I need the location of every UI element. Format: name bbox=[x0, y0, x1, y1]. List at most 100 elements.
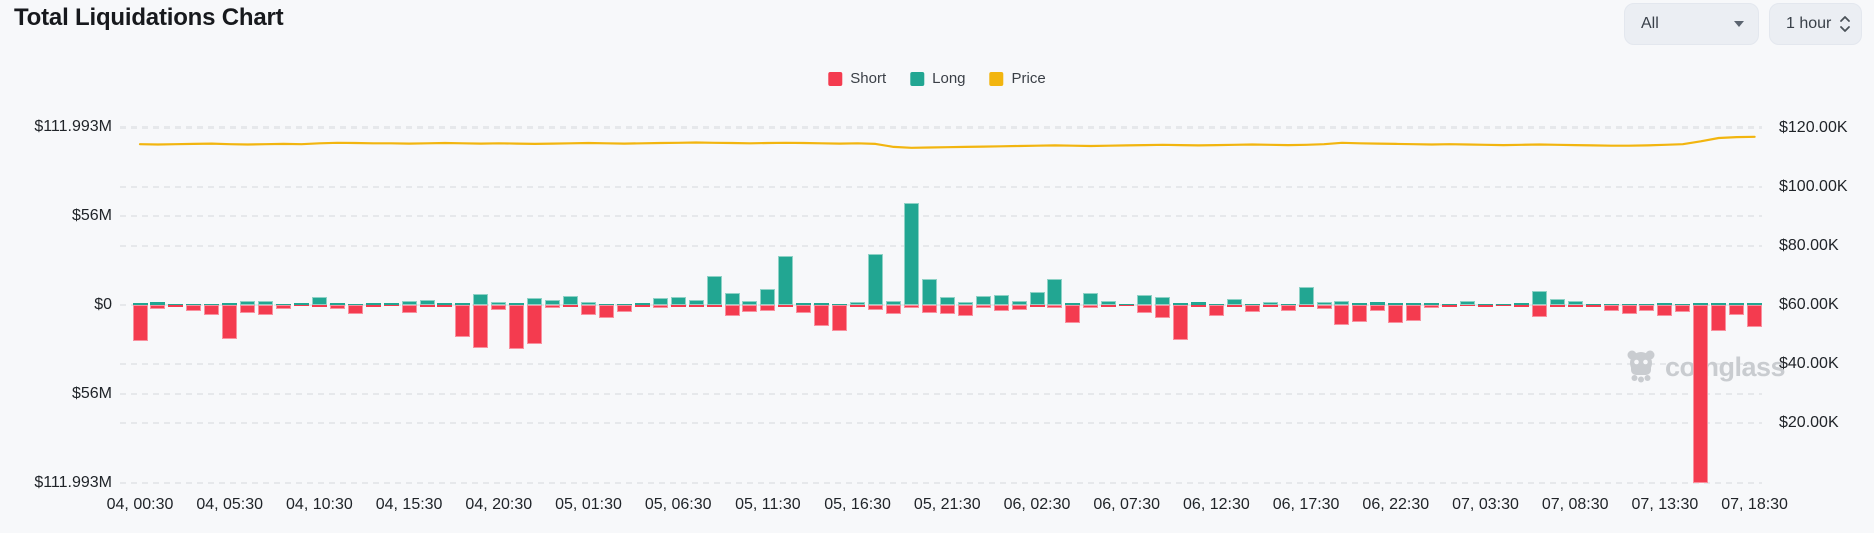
bar-long[interactable] bbox=[1173, 303, 1189, 305]
bar-short[interactable] bbox=[742, 305, 758, 313]
bar-long[interactable] bbox=[1065, 303, 1081, 305]
bar-short[interactable] bbox=[509, 305, 525, 350]
bar-short[interactable] bbox=[760, 305, 776, 311]
bar-long[interactable] bbox=[473, 293, 489, 305]
bar-short[interactable] bbox=[1388, 305, 1404, 323]
bar-short[interactable] bbox=[311, 305, 327, 307]
bar-long[interactable] bbox=[527, 297, 543, 305]
bar-long[interactable] bbox=[150, 302, 166, 305]
bar-long[interactable] bbox=[1226, 299, 1242, 305]
bar-long[interactable] bbox=[1747, 302, 1763, 305]
bar-long[interactable] bbox=[1029, 291, 1045, 305]
bar-short[interactable] bbox=[437, 305, 453, 307]
bar-long[interactable] bbox=[939, 296, 955, 305]
bar-short[interactable] bbox=[1137, 305, 1153, 314]
bar-short[interactable] bbox=[1065, 305, 1081, 323]
bar-long[interactable] bbox=[132, 302, 148, 305]
bar-short[interactable] bbox=[1370, 305, 1386, 311]
bar-short[interactable] bbox=[1531, 305, 1547, 318]
bar-long[interactable] bbox=[419, 300, 435, 305]
bar-long[interactable] bbox=[724, 292, 740, 305]
bar-short[interactable] bbox=[1675, 305, 1691, 313]
bar-long[interactable] bbox=[491, 301, 507, 305]
bar-long[interactable] bbox=[760, 288, 776, 305]
bar-short[interactable] bbox=[581, 305, 596, 315]
bar-short[interactable] bbox=[1478, 305, 1493, 307]
bar-short[interactable] bbox=[1101, 305, 1117, 307]
bar-short[interactable] bbox=[222, 305, 238, 339]
bar-long[interactable] bbox=[814, 302, 830, 305]
bar-short[interactable] bbox=[778, 305, 794, 308]
bar-long[interactable] bbox=[1531, 291, 1547, 305]
bar-short[interactable] bbox=[1298, 305, 1314, 307]
bar-long[interactable] bbox=[1567, 300, 1583, 305]
bar-long[interactable] bbox=[868, 254, 884, 305]
bar-short[interactable] bbox=[616, 305, 632, 313]
bar-long[interactable] bbox=[706, 275, 722, 305]
bar-short[interactable] bbox=[168, 305, 184, 307]
bar-short[interactable] bbox=[1567, 305, 1583, 307]
bar-long[interactable] bbox=[545, 300, 561, 305]
bar-short[interactable] bbox=[688, 305, 704, 307]
bar-long[interactable] bbox=[1460, 301, 1476, 305]
bar-long[interactable] bbox=[1208, 304, 1224, 305]
bar-long[interactable] bbox=[1478, 304, 1493, 305]
bar-short[interactable] bbox=[1262, 305, 1278, 307]
bar-short[interactable] bbox=[1047, 305, 1063, 309]
bar-long[interactable] bbox=[276, 303, 292, 305]
bar-short[interactable] bbox=[1729, 305, 1745, 315]
bar-long[interactable] bbox=[563, 295, 579, 305]
bar-short[interactable] bbox=[796, 305, 812, 314]
bar-short[interactable] bbox=[1352, 305, 1368, 322]
bar-short[interactable] bbox=[1173, 305, 1189, 340]
bar-long[interactable] bbox=[1352, 303, 1368, 305]
bar-short[interactable] bbox=[1316, 305, 1332, 310]
bar-long[interactable] bbox=[1262, 301, 1278, 305]
bar-short[interactable] bbox=[1119, 305, 1135, 307]
bar-short[interactable] bbox=[1693, 305, 1709, 483]
bar-long[interactable] bbox=[778, 255, 794, 305]
bar-short[interactable] bbox=[1513, 305, 1529, 308]
bar-long[interactable] bbox=[365, 302, 381, 305]
bar-short[interactable] bbox=[1155, 305, 1171, 318]
bar-short[interactable] bbox=[473, 305, 489, 348]
bar-long[interactable] bbox=[634, 303, 650, 305]
interval-selector[interactable]: 1 hour bbox=[1769, 3, 1862, 45]
bar-long[interactable] bbox=[1424, 302, 1440, 305]
bar-long[interactable] bbox=[1585, 304, 1601, 305]
bar-short[interactable] bbox=[993, 305, 1009, 311]
bar-short[interactable] bbox=[1585, 305, 1601, 308]
bar-short[interactable] bbox=[347, 305, 363, 315]
bar-long[interactable] bbox=[509, 303, 525, 305]
bar-long[interactable] bbox=[347, 303, 363, 305]
bar-long[interactable] bbox=[1244, 303, 1260, 305]
bar-long[interactable] bbox=[186, 304, 202, 305]
bar-short[interactable] bbox=[832, 305, 848, 332]
bar-short[interactable] bbox=[598, 305, 614, 318]
bar-short[interactable] bbox=[957, 305, 973, 316]
bar-short[interactable] bbox=[903, 305, 919, 309]
bar-long[interactable] bbox=[1370, 302, 1386, 305]
bar-long[interactable] bbox=[832, 303, 848, 305]
bar-short[interactable] bbox=[670, 305, 686, 308]
bar-long[interactable] bbox=[616, 304, 632, 305]
bar-long[interactable] bbox=[1119, 303, 1135, 305]
bar-short[interactable] bbox=[634, 305, 650, 307]
bar-long[interactable] bbox=[957, 301, 973, 305]
bar-short[interactable] bbox=[455, 305, 471, 337]
bar-long[interactable] bbox=[401, 301, 417, 305]
bar-short[interactable] bbox=[1621, 305, 1637, 315]
bar-short[interactable] bbox=[921, 305, 937, 314]
bar-short[interactable] bbox=[814, 305, 830, 326]
bar-short[interactable] bbox=[652, 305, 668, 309]
bar-short[interactable] bbox=[885, 305, 901, 315]
bar-short[interactable] bbox=[383, 305, 399, 307]
bar-short[interactable] bbox=[1495, 305, 1511, 307]
bar-long[interactable] bbox=[329, 302, 345, 305]
bar-long[interactable] bbox=[796, 303, 812, 305]
bar-short[interactable] bbox=[1639, 305, 1655, 312]
bar-long[interactable] bbox=[1137, 294, 1153, 305]
bar-long[interactable] bbox=[1621, 303, 1637, 305]
bar-long[interactable] bbox=[258, 301, 274, 305]
